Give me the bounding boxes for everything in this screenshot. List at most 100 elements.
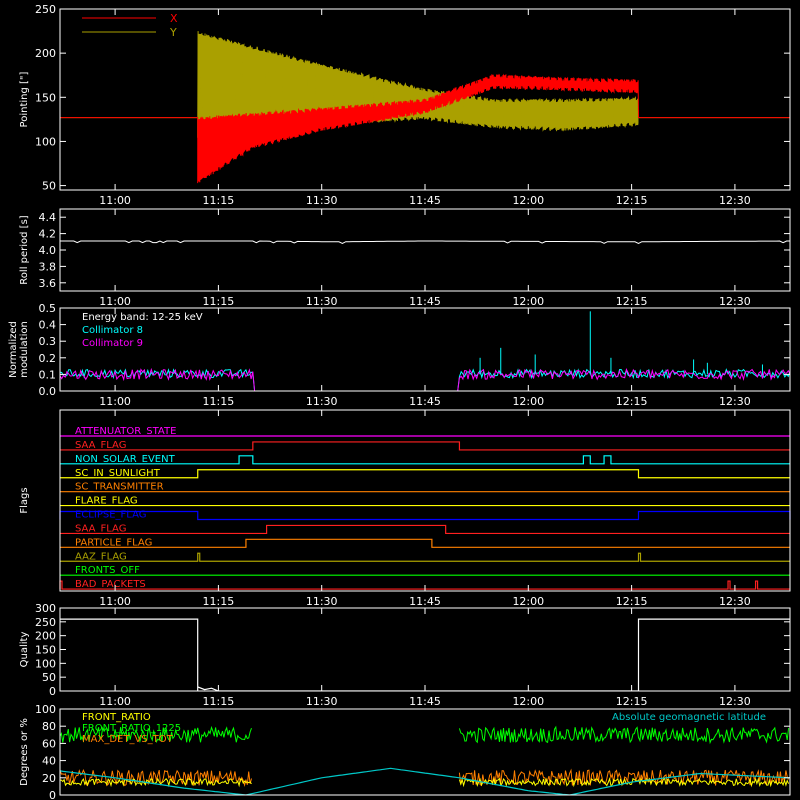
y-axis-label: Normalized — [8, 321, 19, 378]
x-tick-label: 11:30 — [306, 595, 338, 608]
modulation-plot-area — [60, 311, 790, 391]
flag-label: ATTENUATOR_STATE — [75, 426, 176, 437]
flag-line-sc-in-sunlight — [60, 469, 790, 479]
flag-line-non-solar-event — [60, 455, 790, 465]
x-tick-label: 12:00 — [512, 194, 544, 207]
y-tick-label: 0.5 — [39, 302, 57, 315]
y-tick-label: 20 — [42, 772, 56, 785]
y-axis-label: Pointing ["] — [19, 71, 30, 127]
x-tick-label: 11:15 — [203, 695, 235, 708]
legend-label: Collimator 9 — [82, 338, 143, 349]
flag-label: BAD_PACKETS — [75, 579, 146, 590]
series-line-x — [60, 73, 790, 184]
roll-plot-area — [60, 240, 790, 244]
x-tick-label: 11:30 — [306, 194, 338, 207]
front-ratio-line — [458, 776, 790, 788]
roll-period-line — [60, 240, 790, 244]
max-det-vs-tot-line — [60, 769, 252, 788]
y-tick-label: 4.0 — [39, 244, 57, 257]
flag-line-eclipse-flag — [59, 510, 791, 521]
x-tick-label: 11:15 — [203, 194, 235, 207]
flag-label: SAA_FLAG — [75, 523, 126, 534]
flag-line-aaz-flag — [60, 552, 790, 562]
y-axis-label: Flags — [19, 487, 30, 513]
plot-frame-roll — [59, 208, 791, 292]
geomagnetic-latitude-line — [60, 767, 790, 795]
x-tick-label: 12:30 — [719, 194, 751, 207]
collimator-9-line — [60, 367, 790, 391]
front-ratio-1225-line — [60, 725, 252, 744]
x-tick-label: 12:30 — [719, 695, 751, 708]
flag-label: SAA_FLAG — [75, 440, 126, 451]
plot-frame-flags — [59, 409, 791, 592]
flag-line-bad-packets — [59, 580, 790, 590]
y-tick-label: 100 — [35, 135, 56, 148]
flag-label: AAZ_FLAG — [75, 551, 127, 562]
x-tick-label: 11:00 — [99, 695, 131, 708]
x-tick-label: 11:00 — [99, 395, 131, 408]
quality-line — [60, 618, 790, 691]
series-line-y — [60, 31, 790, 141]
y-tick-label: 0.2 — [39, 352, 57, 365]
y-axis-label: Quality — [19, 632, 30, 668]
x-tick-label: 12:30 — [719, 295, 751, 308]
y-tick-label: 0 — [49, 789, 56, 800]
quality-plot-area — [60, 618, 790, 691]
legend-label: FRONT_RATIO_1225 — [82, 723, 181, 734]
detectors-plot-area — [60, 725, 790, 795]
x-tick-label: 12:00 — [512, 295, 544, 308]
flag-label: NON_SOLAR_EVENT — [75, 454, 176, 465]
plot-frame-detectors — [59, 708, 791, 796]
front-ratio-line — [60, 777, 252, 788]
y-tick-label: 250 — [35, 616, 56, 629]
y-tick-label: 0.3 — [39, 335, 57, 348]
y-tick-label: 150 — [35, 91, 56, 104]
x-tick-label: 11:00 — [99, 595, 131, 608]
x-tick-label: 11:45 — [409, 395, 441, 408]
x-tick-label: 12:00 — [512, 595, 544, 608]
y-tick-label: 150 — [35, 644, 56, 657]
y-tick-label: 4.2 — [39, 228, 57, 241]
y-tick-label: 50 — [42, 180, 56, 193]
y-axis-label: Degrees or % — [19, 718, 30, 786]
x-tick-label: 11:30 — [306, 395, 338, 408]
flag-label: SC_IN_SUNLIGHT — [75, 468, 161, 479]
x-tick-label: 11:45 — [409, 695, 441, 708]
x-tick-label: 11:45 — [409, 194, 441, 207]
x-tick-label: 11:30 — [306, 695, 338, 708]
x-tick-label: 11:45 — [409, 295, 441, 308]
legend-label: Y — [169, 26, 177, 39]
pointing-plot-area — [60, 31, 790, 184]
legend-label: Collimator 8 — [82, 325, 143, 336]
flag-label: FRONTS_OFF — [75, 565, 140, 576]
x-tick-label: 12:15 — [616, 395, 648, 408]
x-tick-label: 12:15 — [616, 194, 648, 207]
y-tick-label: 0 — [49, 685, 56, 698]
x-tick-label: 11:30 — [306, 295, 338, 308]
y-tick-label: 60 — [42, 737, 56, 750]
y-axis-label: modulation — [19, 321, 30, 378]
x-tick-label: 11:45 — [409, 595, 441, 608]
y-tick-label: 200 — [35, 47, 56, 60]
y-tick-label: 100 — [35, 703, 56, 716]
legend-label: X — [170, 12, 178, 25]
x-tick-label: 12:30 — [719, 595, 751, 608]
front-ratio-1225-line — [458, 725, 790, 745]
y-tick-label: 4.4 — [39, 211, 57, 224]
energy-band-annotation: Energy band: 12-25 keV — [82, 312, 203, 323]
y-tick-label: 300 — [35, 602, 56, 615]
x-tick-label: 11:00 — [99, 194, 131, 207]
x-tick-label: 12:15 — [616, 295, 648, 308]
y-tick-label: 100 — [35, 657, 56, 670]
plot-frame-quality — [59, 607, 791, 692]
y-tick-label: 80 — [42, 720, 56, 733]
x-tick-label: 11:15 — [203, 395, 235, 408]
x-tick-label: 12:00 — [512, 695, 544, 708]
y-tick-label: 200 — [35, 630, 56, 643]
y-tick-label: 3.8 — [39, 260, 57, 273]
flag-line-saa-flag — [60, 441, 790, 451]
flag-label: SC_TRANSMITTER — [75, 482, 164, 493]
x-tick-label: 12:15 — [616, 595, 648, 608]
